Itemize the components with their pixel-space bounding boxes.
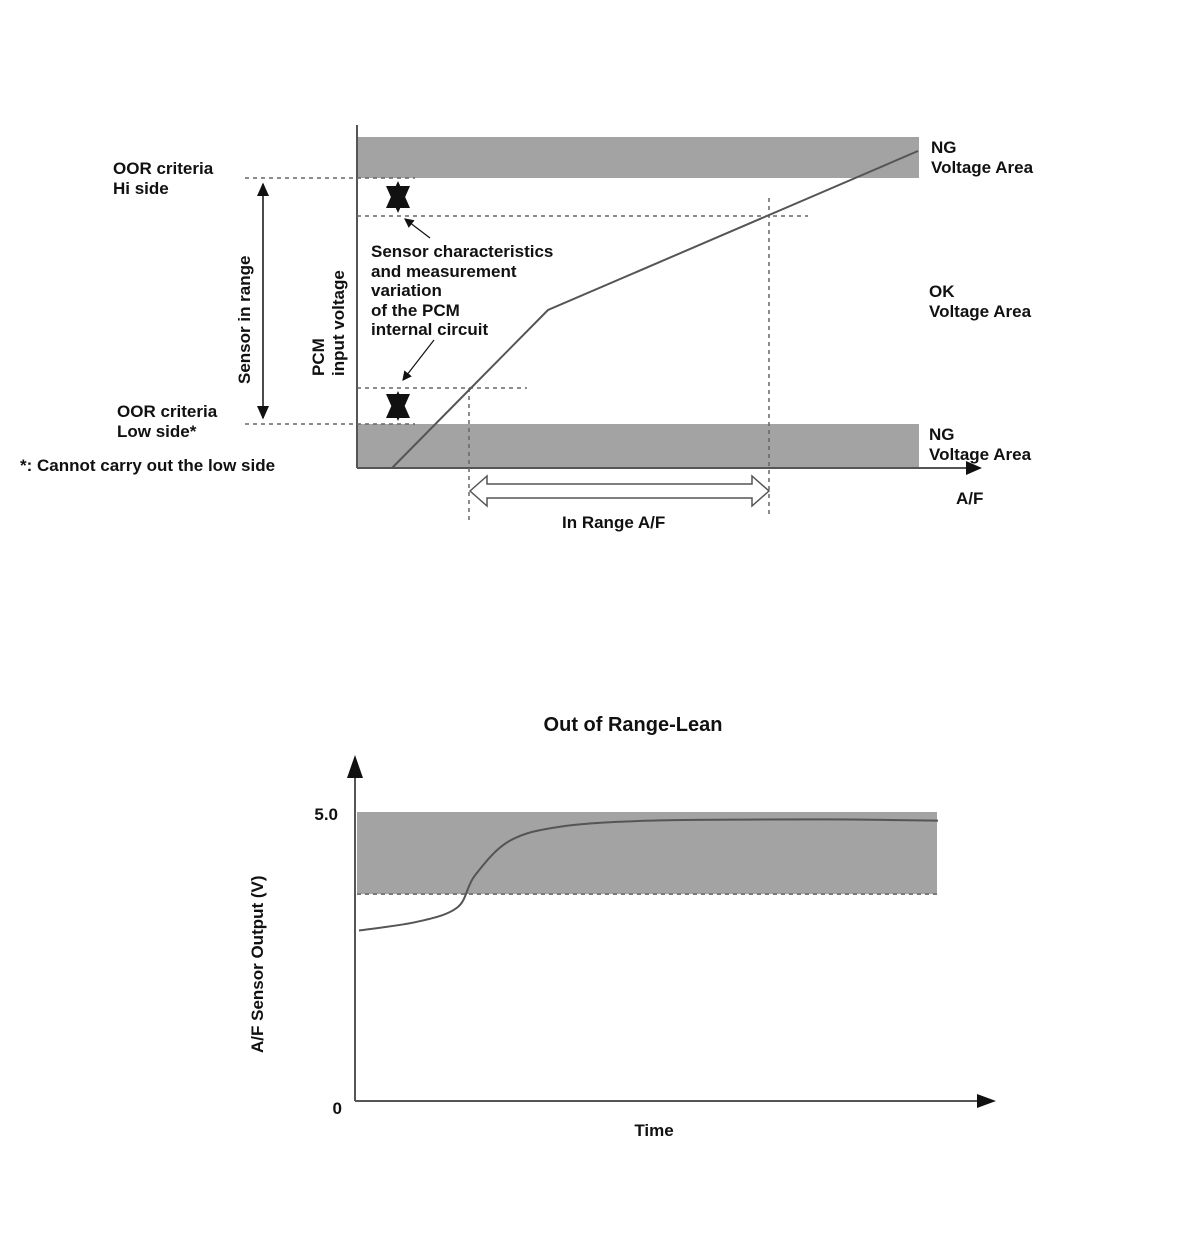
y-axis-label-2: input voltage bbox=[329, 270, 348, 376]
x-axis-arrow-icon bbox=[977, 1094, 996, 1108]
ng-top-label-1: NG bbox=[931, 138, 957, 157]
sensor-output-line bbox=[358, 818, 939, 932]
annotation-line-5: internal circuit bbox=[371, 320, 488, 339]
annotation-line-4: of the PCM bbox=[371, 301, 460, 320]
annotation-line-1: Sensor characteristics bbox=[371, 242, 553, 261]
ok-area-label-2: Voltage Area bbox=[929, 302, 1032, 321]
ng-voltage-band-bottom bbox=[357, 424, 919, 467]
y-axis-arrow-icon bbox=[347, 755, 363, 778]
ng-bottom-label-1: NG bbox=[929, 425, 955, 444]
ng-bottom-label-2: Voltage Area bbox=[929, 445, 1032, 464]
x-axis-label: A/F bbox=[956, 489, 983, 508]
sensor-characteristic-line bbox=[391, 150, 919, 469]
bottom-chart: Out of Range-Lean 5.0 0 A/F Sensor Outpu… bbox=[248, 714, 996, 1140]
ng-voltage-band-top bbox=[357, 137, 919, 178]
oor-low-label-2: Low side* bbox=[117, 422, 197, 441]
annotation-leader-lower bbox=[402, 339, 435, 381]
x-axis-label: Time bbox=[634, 1121, 673, 1140]
y-tick-5: 5.0 bbox=[314, 805, 338, 824]
y-tick-0: 0 bbox=[333, 1099, 342, 1118]
ok-area-label-1: OK bbox=[929, 282, 955, 301]
top-diagram: OOR criteria Hi side OOR criteria Low si… bbox=[20, 125, 1034, 532]
annotation-leader-upper bbox=[404, 218, 431, 239]
oor-hi-label-2: Hi side bbox=[113, 179, 169, 198]
footnote: *: Cannot carry out the low side bbox=[20, 456, 275, 475]
in-range-label: In Range A/F bbox=[562, 513, 665, 532]
in-range-double-arrow-icon bbox=[468, 474, 771, 508]
sensor-in-range-label: Sensor in range bbox=[235, 256, 254, 384]
y-axis-label-1: PCM bbox=[309, 338, 328, 376]
annotation-line-2: and measurement bbox=[371, 262, 517, 281]
chart-title: Out of Range-Lean bbox=[544, 714, 723, 736]
shaded-region bbox=[357, 812, 937, 895]
annotation-line-3: variation bbox=[371, 281, 442, 300]
oor-hi-label-1: OOR criteria bbox=[113, 159, 214, 178]
ng-top-label-2: Voltage Area bbox=[931, 158, 1034, 177]
y-axis-label: A/F Sensor Output (V) bbox=[248, 875, 267, 1053]
x-axis-arrow-icon bbox=[966, 461, 982, 475]
oor-low-label-1: OOR criteria bbox=[117, 402, 218, 421]
